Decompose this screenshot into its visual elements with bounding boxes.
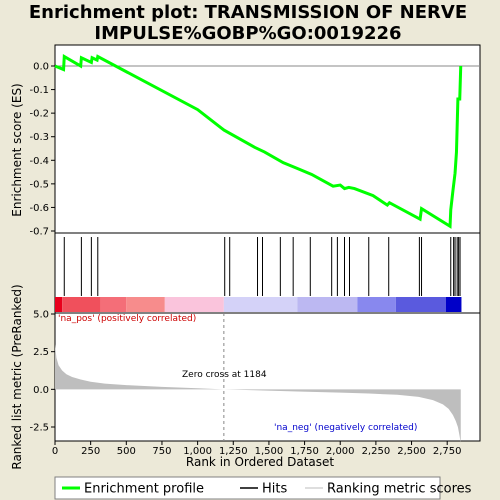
colorbar-segment — [395, 297, 446, 312]
x-tick-label: 250 — [81, 446, 100, 457]
zero-cross-annotation: Zero cross at 1184 — [182, 370, 267, 380]
x-tick-label: 0 — [52, 446, 58, 457]
es-y-tick-label: -0.3 — [29, 132, 49, 143]
na-pos-annotation: 'na_pos' (positively correlated) — [58, 314, 196, 324]
es-y-axis-label: Enrichment score (ES) — [10, 83, 24, 216]
es-y-tick-label: -0.5 — [29, 179, 49, 190]
legend-label: Enrichment profile — [84, 482, 204, 497]
x-tick-label: 1,750 — [290, 446, 319, 457]
x-tick-label: 500 — [117, 446, 136, 457]
es-y-tick-label: 0.0 — [33, 62, 49, 73]
colorbar-segment — [445, 297, 462, 312]
colorbar-segment — [297, 297, 358, 312]
x-tick-label: 2,250 — [362, 446, 391, 457]
es-plot-area — [54, 44, 481, 234]
es-y-tick-label: -0.6 — [29, 203, 49, 214]
ranking-metric-area — [55, 344, 461, 443]
colorbar-segment — [100, 297, 127, 312]
hit-markers — [63, 237, 461, 296]
x-tick-label: 2,500 — [397, 446, 426, 457]
x-tick-label: 2,000 — [326, 446, 355, 457]
es-y-tick-label: -0.7 — [29, 227, 49, 238]
colorbar-segment — [223, 297, 298, 312]
colorbar-segment — [357, 297, 396, 312]
es-y-tick-label: -0.2 — [29, 109, 49, 120]
metric-y-axis-label: Ranked list metric (PreRanked) — [10, 284, 24, 469]
x-tick-label: 1,000 — [183, 446, 212, 457]
enrichment-profile-line — [54, 54, 463, 229]
metric-x-axis: 0 250 500 750 1,000 1,250 1,500 1,750 2,000 2,250… — [52, 441, 462, 457]
es-y-tick-label: -0.4 — [29, 156, 49, 167]
metric-y-tick-label: -2.5 — [29, 423, 49, 434]
es-y-tick-label: -0.1 — [29, 85, 49, 96]
legend: Enrichment profile Hits Ranking metric sco… — [62, 482, 472, 497]
na-neg-annotation: 'na_neg' (negatively correlated) — [274, 423, 417, 433]
x-tick-label: 1,250 — [219, 446, 248, 457]
x-tick-label: 1,500 — [255, 446, 284, 457]
chart-title-line-1: Enrichment plot: TRANSMISSION OF NERVE — [29, 2, 467, 23]
ranking-colorbar — [55, 297, 462, 312]
x-tick-label: 750 — [152, 446, 171, 457]
colorbar-segment — [62, 297, 101, 312]
chart-title-line-2: IMPULSE%GOBP%GO:0019226 — [94, 23, 401, 44]
metric-y-axis: 5.0 2.5 0.0 -2.5 — [29, 310, 55, 434]
metric-plot-area — [54, 312, 481, 442]
colorbar-segment — [164, 297, 224, 312]
legend-label: Hits — [262, 482, 287, 497]
colorbar-segment — [55, 297, 63, 312]
x-tick-label: 2,750 — [433, 446, 462, 457]
metric-y-tick-label: 2.5 — [33, 347, 49, 358]
legend-label: Ranking metric scores — [327, 482, 472, 497]
colorbar-segment — [126, 297, 165, 312]
es-y-axis: 0.0 -0.1 -0.2 -0.3 -0.4 -0.5 -0.6 -0.7 — [29, 62, 55, 238]
metric-y-tick-label: 5.0 — [33, 310, 49, 321]
x-axis-label: Rank in Ordered Dataset — [186, 455, 334, 469]
metric-y-tick-label: 0.0 — [33, 385, 49, 396]
